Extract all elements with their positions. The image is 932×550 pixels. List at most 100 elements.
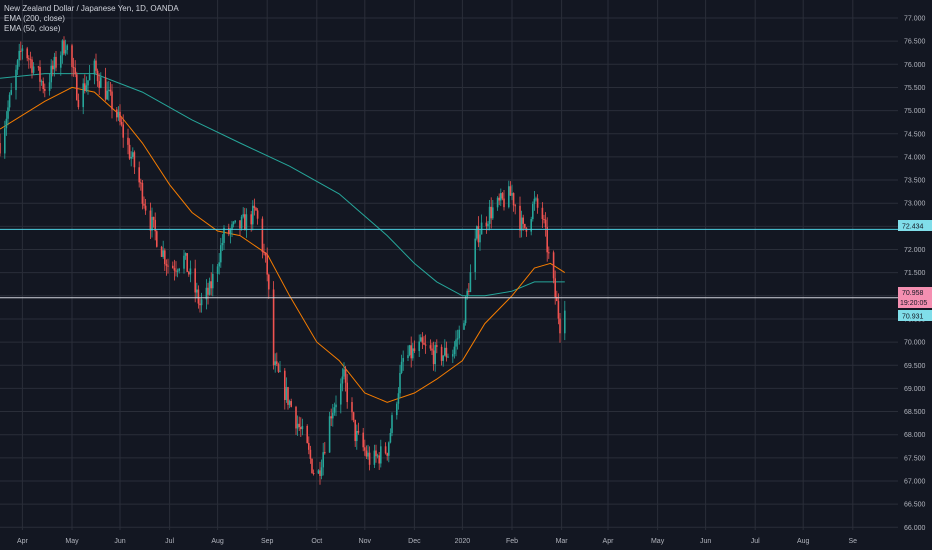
candle-body (554, 278, 556, 298)
candle-body (32, 66, 35, 73)
candle-body (263, 252, 265, 254)
grid-lines (0, 0, 898, 530)
candle-body (522, 217, 524, 224)
candle-body (312, 473, 315, 475)
x-tick-label: Dec (408, 538, 421, 545)
candle-body (376, 455, 379, 457)
candle-body (120, 121, 123, 125)
candle-body (389, 433, 392, 443)
candle-body (151, 216, 153, 231)
x-tick-label: Aug (211, 538, 224, 545)
candle-body (364, 447, 366, 451)
candle-body (133, 152, 136, 168)
candle-body (311, 458, 313, 474)
candle-body (52, 65, 54, 70)
candle-body (143, 203, 145, 206)
ema50-line (0, 86, 566, 403)
candle-body (255, 208, 257, 211)
candle-body (365, 450, 368, 457)
candle-body (552, 252, 555, 279)
candle-body (328, 416, 331, 453)
candle-body (106, 90, 108, 100)
candle-body (308, 442, 310, 450)
candle-body (194, 268, 196, 293)
candle-body (20, 50, 22, 52)
candle-body (183, 255, 185, 269)
candle-body (5, 118, 8, 129)
y-tick-label: 74.000 (904, 154, 926, 161)
candle-body (39, 67, 41, 82)
candle-body (548, 252, 550, 254)
candle-body (116, 109, 118, 118)
candle-body (343, 369, 345, 377)
candle-body (220, 245, 222, 263)
candle-body (173, 268, 176, 271)
legend-ema50[interactable]: EMA (50, close) (4, 24, 61, 33)
candle-body (156, 231, 158, 247)
candle-body (490, 206, 492, 219)
candle-body (108, 89, 110, 91)
candle-body (533, 198, 536, 204)
candle-body (362, 432, 364, 448)
candle-body (31, 59, 33, 73)
y-tick-label: 77.000 (904, 16, 926, 23)
candle-body (453, 346, 456, 355)
candle-body (234, 220, 236, 223)
candle-body (354, 419, 356, 442)
legend-ema200[interactable]: EMA (200, close) (4, 14, 65, 23)
candle-body (188, 271, 190, 275)
candle-body (232, 222, 235, 225)
candle-body (207, 287, 209, 295)
candle-body (413, 348, 416, 352)
time-axis[interactable]: MarAprMayJunJulAugSepOctNovDec2020FebMar… (0, 538, 857, 545)
candle-body (536, 198, 539, 208)
candle-body (7, 107, 9, 119)
candle-body (320, 467, 323, 476)
y-tick-label: 67.500 (904, 455, 926, 462)
candle-body (388, 442, 390, 456)
x-tick-label: 2020 (455, 538, 471, 545)
candle-body (559, 318, 561, 334)
x-tick-label: Apr (603, 538, 615, 545)
last-price-badge-bg (898, 287, 932, 308)
candle-body (432, 350, 435, 365)
y-tick-label: 72.000 (904, 247, 926, 254)
candle-body (186, 253, 188, 272)
candle-body (378, 455, 380, 464)
horizontal-levels[interactable] (0, 228, 898, 299)
candle-body (487, 223, 489, 227)
candle-body (154, 219, 156, 232)
candle-body (138, 167, 140, 183)
candle-body (82, 83, 84, 108)
candle-body (15, 69, 17, 91)
x-tick-label: Jun (114, 538, 125, 545)
y-tick-label: 66.500 (904, 502, 926, 509)
candle-body (274, 361, 276, 366)
candle-body (152, 216, 155, 220)
candle-body (535, 198, 537, 200)
candle-body (130, 156, 132, 159)
candle-body (244, 214, 246, 231)
candle-body (176, 270, 179, 272)
candle-body (420, 337, 422, 342)
y-tick-label: 68.500 (904, 409, 926, 416)
legend-symbol[interactable]: New Zealand Dollar / Japanese Yen, 1D, O… (4, 4, 179, 13)
candle-body (424, 344, 427, 346)
candle-body (346, 382, 348, 403)
candle-body (277, 364, 280, 372)
candle-body (197, 289, 200, 304)
candle-body (530, 219, 532, 232)
candle-body (423, 342, 425, 345)
candle-body (332, 412, 334, 419)
candle-body (319, 470, 321, 476)
candle-body (141, 183, 144, 204)
candle-body (149, 210, 152, 231)
candle-body (200, 299, 203, 306)
candle-body (402, 358, 404, 362)
y-tick-label: 66.000 (904, 525, 926, 532)
candle-body (264, 252, 267, 256)
candle-body (64, 49, 67, 54)
candle-body (175, 270, 177, 272)
candle-body (301, 425, 304, 430)
